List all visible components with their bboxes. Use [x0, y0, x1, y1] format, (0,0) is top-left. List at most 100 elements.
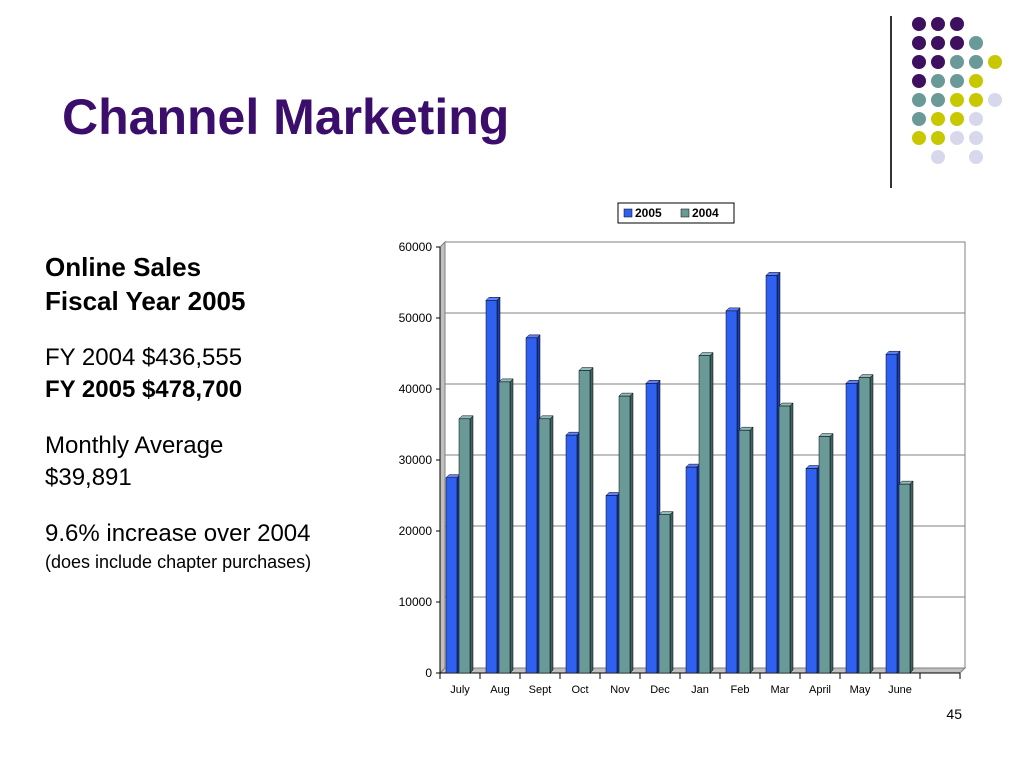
x-tick-label: Nov: [610, 684, 630, 696]
bar-2005-April: [805, 468, 818, 674]
bar-2005-Jan: [685, 466, 698, 674]
decor-dot: [931, 55, 945, 69]
monthly-average-value: $39,891: [45, 464, 132, 491]
bar-2005-May: [845, 383, 858, 674]
bar-2005-Sept: [525, 337, 538, 674]
bar-side: [589, 366, 594, 674]
decor-dot: [931, 17, 945, 31]
x-tick-label: July: [450, 684, 470, 696]
y-tick-label: 10000: [399, 595, 433, 609]
x-tick-label: June: [888, 684, 912, 696]
bar-2004-Mar: [778, 405, 791, 674]
x-tick-label: Oct: [571, 684, 588, 696]
decor-dot: [950, 131, 964, 145]
decor-dot: [969, 93, 983, 107]
decor-dot: [969, 112, 983, 126]
bar-2005-June: [885, 353, 898, 674]
y-tick-label: 60000: [399, 240, 433, 254]
slide-title: Channel Marketing: [62, 89, 510, 145]
x-tick-label: Feb: [731, 684, 750, 696]
bar-2004-Nov: [618, 395, 631, 674]
side-wall: [439, 240, 446, 675]
bar-2004-April: [818, 436, 831, 674]
decor-dot: [950, 112, 964, 126]
increase-text: 9.6% increase over 2004: [45, 520, 311, 547]
y-tick-label: 30000: [399, 453, 433, 467]
bar-2005-Feb: [725, 310, 738, 674]
bar-side: [709, 352, 714, 674]
bar-side: [509, 378, 514, 674]
bar-2004-Aug: [498, 381, 511, 674]
decor-dot: [912, 93, 926, 107]
bar-chart-container: 0 10000 20000 30000 40000 50000 60000 July Aug Se…: [370, 195, 980, 705]
bar-side: [549, 415, 554, 674]
decor-dot: [969, 74, 983, 88]
bar-side: [669, 511, 674, 674]
sales-summary: Online Sales Fiscal Year 2005 FY 2004 $4…: [45, 250, 375, 574]
decor-dot: [912, 36, 926, 50]
bar-side: [829, 432, 834, 674]
x-tick-label: Mar: [771, 684, 790, 696]
decor-dot: [912, 17, 926, 31]
fy2004-total: FY 2004 $436,555: [45, 344, 243, 371]
x-tick-label: May: [850, 684, 871, 696]
summary-heading-line1: Online Sales: [45, 252, 202, 282]
bar-2005-Nov: [605, 495, 618, 674]
x-tick-label: Dec: [650, 684, 670, 696]
decor-dot: [931, 131, 945, 145]
bar-2005-July: [445, 477, 458, 674]
y-tick-label: 0: [425, 666, 432, 680]
chart-legend: 2005 2004: [617, 202, 735, 224]
bar-side: [629, 392, 634, 674]
decor-dot: [950, 55, 964, 69]
decor-dot: [912, 131, 926, 145]
decor-dot: [931, 112, 945, 126]
legend-label: 2004: [692, 206, 719, 220]
summary-heading-line2: Fiscal Year 2005: [45, 286, 246, 316]
bar-side: [749, 426, 754, 674]
decor-dot: [931, 150, 945, 164]
bar-2005-Oct: [565, 434, 578, 674]
bar-side: [789, 402, 794, 674]
decor-dot: [931, 93, 945, 107]
decor-dot: [950, 93, 964, 107]
x-tick-label: Jan: [691, 684, 709, 696]
decor-dot: [950, 74, 964, 88]
monthly-average-label: Monthly Average: [45, 432, 224, 459]
decor-dot: [931, 74, 945, 88]
bar-2004-Dec: [658, 514, 671, 674]
bar-2004-July: [458, 418, 471, 674]
bar-2005-Aug: [485, 300, 498, 674]
bar-2004-Oct: [578, 370, 591, 674]
x-tick-label: Aug: [490, 684, 510, 696]
decor-dot: [969, 150, 983, 164]
decor-dot: [931, 36, 945, 50]
fy2005-total: FY 2005 $478,700: [45, 376, 243, 403]
decor-dot: [912, 112, 926, 126]
bar-2004-May: [858, 377, 871, 674]
decor-dot: [969, 36, 983, 50]
y-tick-label: 50000: [399, 311, 433, 325]
divider-line: [890, 16, 892, 188]
bar-2004-June: [898, 483, 911, 674]
legend-swatch: [623, 208, 633, 218]
decor-dot: [950, 36, 964, 50]
decor-dot: [969, 55, 983, 69]
decor-dot: [988, 55, 1002, 69]
bar-chart: 0 10000 20000 30000 40000 50000 60000 July Aug Se…: [399, 202, 967, 696]
legend-label: 2005: [635, 206, 662, 220]
bar-2004-Feb: [738, 429, 751, 674]
bar-2005-Mar: [765, 275, 778, 674]
bar-2005-Dec: [645, 383, 658, 674]
legend-swatch: [680, 208, 690, 218]
legend-box: [617, 202, 735, 224]
bar-2004-Sept: [538, 418, 551, 674]
y-tick-label: 20000: [399, 524, 433, 538]
bar-2004-Jan: [698, 355, 711, 674]
y-tick-label: 40000: [399, 382, 433, 396]
increase-note: (does include chapter purchases): [45, 552, 312, 572]
decor-dot: [912, 55, 926, 69]
bar-side: [909, 480, 914, 674]
x-tick-label: April: [809, 684, 831, 696]
bar-side: [869, 374, 874, 674]
